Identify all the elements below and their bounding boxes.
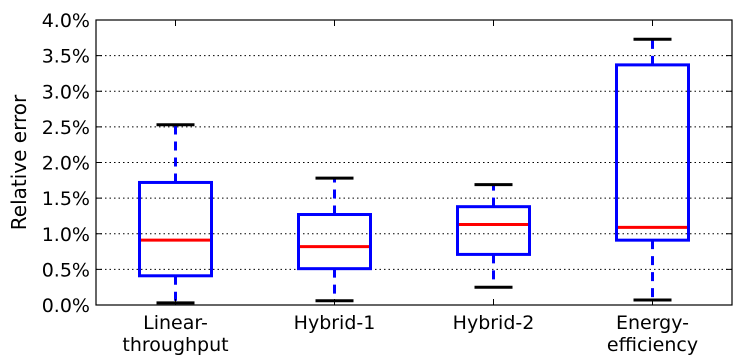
- x-tick-label: Hybrid-1: [294, 312, 376, 334]
- x-tick-label: Linear-throughput: [122, 312, 228, 355]
- y-axis: 0.0% 0.5% 1.0% 1.5% 2.0% 2.5% 3.0% 3.5% 4.0%: [42, 10, 732, 317]
- y-tick-label: 0.5%: [42, 259, 90, 281]
- y-tick-label: 1.0%: [42, 224, 90, 246]
- box-plot-item: [138, 123, 213, 305]
- x-tick-label: Energy-efficiency: [607, 312, 698, 355]
- y-tick-label: 2.0%: [42, 153, 90, 175]
- y-axis-title: Relative error: [7, 94, 31, 230]
- box-plot-item: [456, 183, 531, 289]
- y-tick-label: 0.0%: [42, 295, 90, 317]
- y-tick-label: 1.5%: [42, 188, 90, 210]
- gridlines: [96, 55, 732, 270]
- y-tick-label: 2.5%: [42, 117, 90, 139]
- x-axis: Linear-throughput Hybrid-1 Hybrid-2 Energy-…: [122, 20, 698, 355]
- y-tick-label: 4.0%: [42, 10, 90, 32]
- x-tick-label: Hybrid-2: [453, 312, 535, 334]
- box-plot-item: [615, 37, 690, 302]
- box-series: [138, 37, 690, 305]
- iqr-box: [456, 205, 531, 256]
- box-plot-item: [297, 176, 372, 303]
- iqr-box: [615, 63, 690, 242]
- y-tick-label: 3.0%: [42, 81, 90, 103]
- iqr-box: [138, 180, 213, 278]
- y-tick-label: 3.5%: [42, 46, 90, 68]
- iqr-box: [297, 213, 372, 271]
